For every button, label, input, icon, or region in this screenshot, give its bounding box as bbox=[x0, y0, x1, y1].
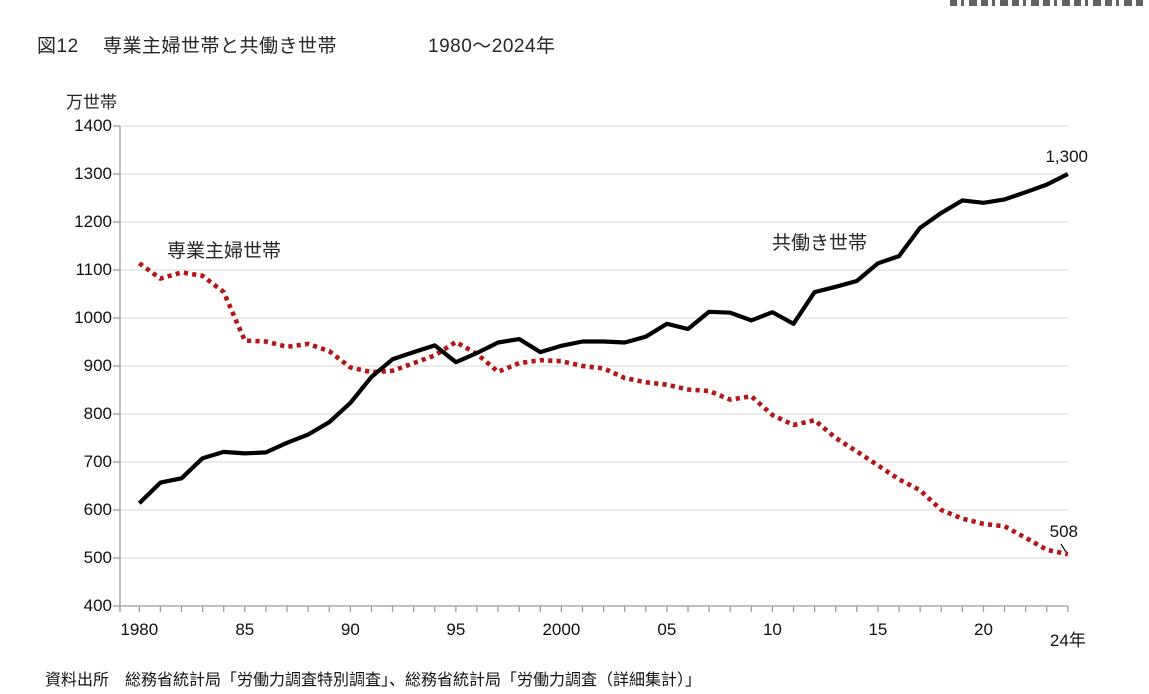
y-tick-label: 500 bbox=[83, 548, 112, 567]
y-tick-label: 700 bbox=[83, 452, 112, 471]
x-tick-label: 85 bbox=[235, 620, 255, 639]
y-tick-label: 1200 bbox=[74, 212, 112, 231]
x-tick-label: 10 bbox=[762, 620, 782, 639]
y-tick-label: 400 bbox=[83, 596, 112, 615]
x-tick-label: 20 bbox=[973, 620, 993, 639]
title-year-range: 1980〜2024年 bbox=[428, 36, 556, 57]
end-value-label-dual-income: 1,300 bbox=[1045, 147, 1088, 166]
y-tick-label: 1100 bbox=[75, 260, 112, 279]
y-axis-unit-label: 万世帯 bbox=[66, 93, 117, 112]
clipped-header-text bbox=[950, 0, 1146, 6]
y-tick-label: 1300 bbox=[74, 164, 112, 183]
source-note: 資料出所 総務省統計局「労働力調査特別調査」、総務省統計局「労働力調査（詳細集計… bbox=[45, 672, 702, 689]
end-value-label-housewife: 508 bbox=[1049, 522, 1078, 541]
series-label-dual-income: 共働き世帯 bbox=[772, 233, 868, 254]
x-tick-label: 24年 bbox=[1049, 631, 1086, 650]
y-tick-label: 1000 bbox=[74, 308, 112, 327]
figure-number: 図12 bbox=[37, 36, 79, 57]
x-tick-label: 05 bbox=[657, 620, 677, 639]
series-label-fulltime-housewife: 専業主婦世帯 bbox=[167, 241, 282, 262]
y-tick-label: 600 bbox=[83, 500, 112, 519]
page-title: 専業主婦世帯と共働き世帯 bbox=[103, 36, 338, 57]
y-tick-label: 1400 bbox=[74, 116, 112, 135]
annotation-leader-line bbox=[1060, 543, 1067, 553]
series-line-fulltime-housewife bbox=[137, 261, 1069, 557]
series-line-dual-income bbox=[137, 172, 1069, 505]
chart-svg bbox=[113, 125, 1069, 612]
y-tick-label: 900 bbox=[83, 356, 112, 375]
plot-area bbox=[113, 125, 1069, 612]
x-tick-label: 95 bbox=[446, 620, 466, 639]
x-tick-label: 1980 bbox=[120, 620, 159, 639]
y-tick-label: 800 bbox=[83, 404, 112, 423]
x-tick-label: 15 bbox=[868, 620, 888, 639]
x-tick-label: 90 bbox=[340, 620, 360, 639]
x-tick-label: 2000 bbox=[542, 620, 581, 639]
